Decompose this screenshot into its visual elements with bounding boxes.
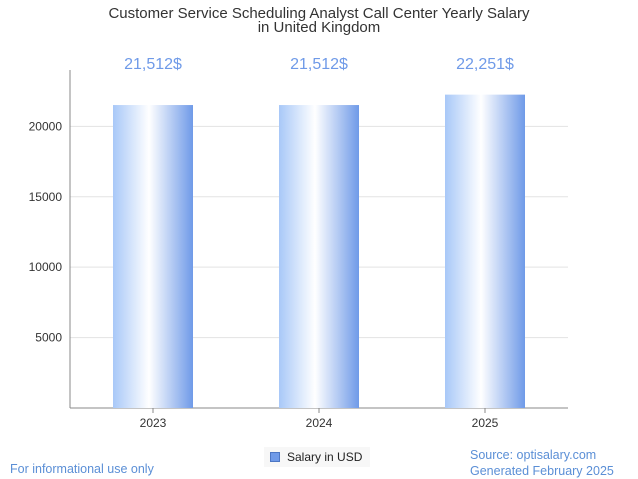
- data-label: 22,251$: [456, 56, 514, 73]
- disclaimer-text: For informational use only: [10, 462, 154, 476]
- chart-title-line-1: Customer Service Scheduling Analyst Call…: [108, 5, 530, 22]
- y-tick-label: 15000: [29, 190, 63, 204]
- x-tick-label: 2023: [140, 416, 167, 430]
- y-tick-label: 20000: [29, 119, 63, 133]
- y-tick-label: 5000: [35, 331, 62, 345]
- data-label: 21,512$: [124, 56, 182, 73]
- source-link[interactable]: Source: optisalary.com: [470, 448, 597, 462]
- legend-label: Salary in USD: [287, 450, 363, 464]
- bar-2023[interactable]: [113, 105, 193, 408]
- labels: 5000 10000 15000 20000 2023 21,512$ 2024 21,512…: [29, 56, 514, 430]
- bar-2025[interactable]: [445, 94, 525, 409]
- bars: [113, 94, 525, 409]
- source-info: Source: optisalary.com Generated Februar…: [470, 447, 614, 479]
- chart-title: Customer Service Scheduling Analyst Call…: [108, 5, 530, 36]
- legend[interactable]: Salary in USD: [264, 447, 371, 467]
- x-tick-label: 2024: [306, 416, 333, 430]
- chart-title-line-2: in United Kingdom: [258, 19, 381, 36]
- y-tick-label: 10000: [29, 260, 63, 274]
- generated-date: Generated February 2025: [470, 464, 614, 478]
- x-tick-label: 2025: [472, 416, 499, 430]
- data-label: 21,512$: [290, 56, 348, 73]
- bar-2024[interactable]: [279, 105, 359, 408]
- legend-swatch-icon: [270, 452, 280, 462]
